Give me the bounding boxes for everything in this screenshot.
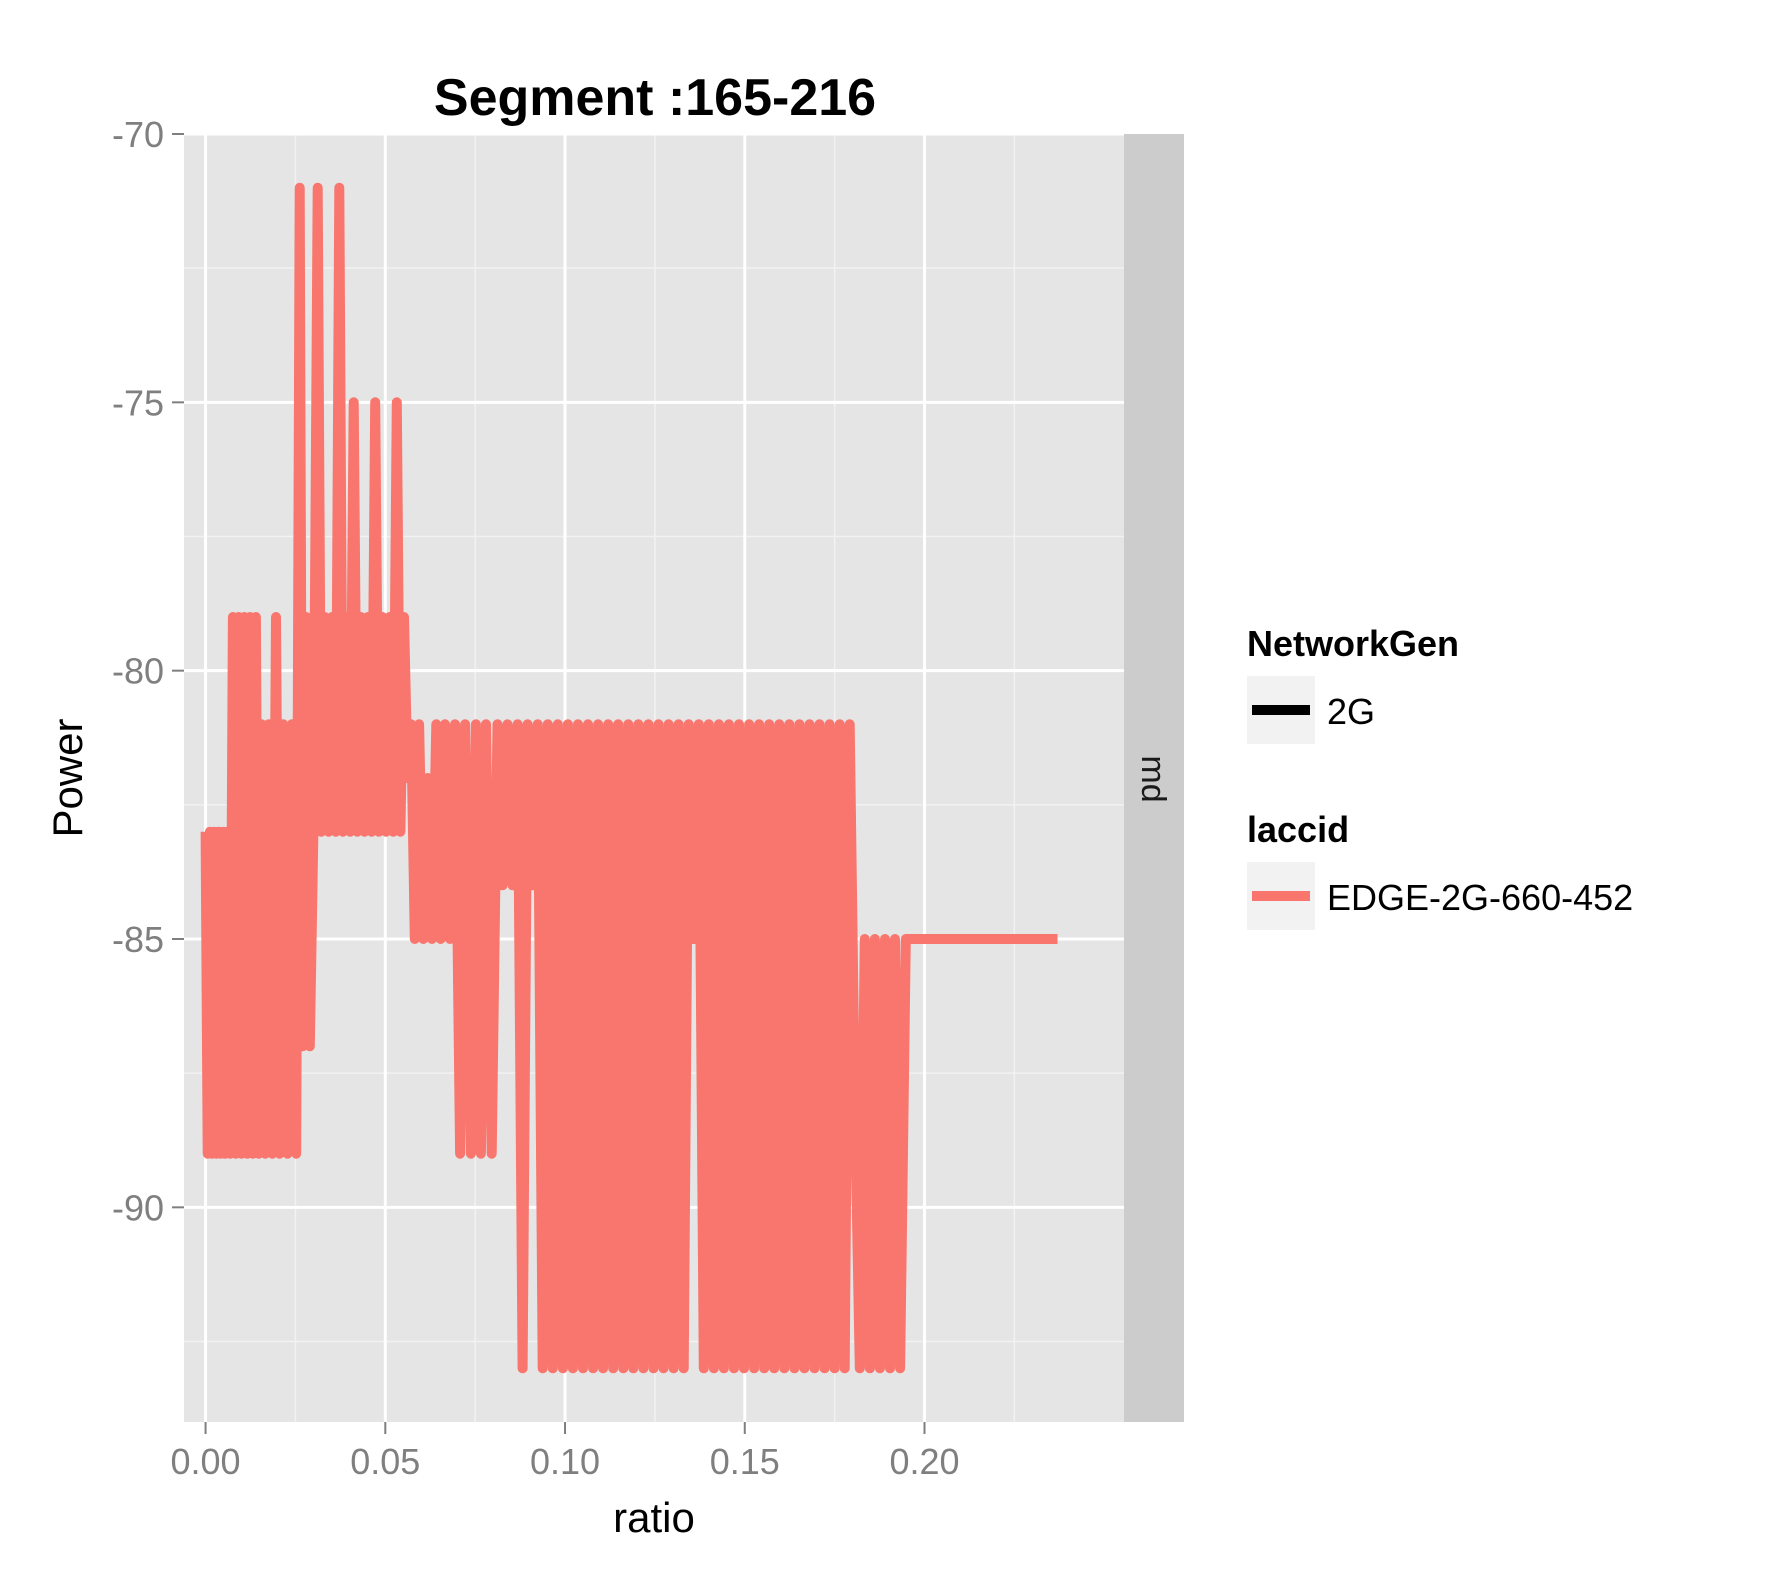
legend-title-laccid: laccid: [1247, 809, 1349, 850]
y-tick-label: -85: [112, 919, 164, 960]
x-tick-label: 0.05: [350, 1441, 420, 1482]
y-tick-label: -70: [112, 114, 164, 155]
y-axis-title: Power: [44, 718, 91, 837]
x-axis-title: ratio: [613, 1494, 695, 1541]
chart-title: Segment :165-216: [434, 69, 876, 127]
facet-strip-label: md: [1134, 755, 1172, 802]
series-line-edge-2g-660-452: [200, 182, 1058, 1374]
facet-strip: [1124, 134, 1184, 1422]
legend-label-2g: 2G: [1327, 691, 1375, 732]
y-axis-ticks: -70 -75 -80 -85 -90: [112, 114, 184, 1228]
y-tick-label: -75: [112, 382, 164, 423]
x-axis-ticks: 0.00 0.05 0.10 0.15 0.20: [171, 1422, 960, 1482]
legend: NetworkGen 2G laccid EDGE-2G-660-452: [1247, 623, 1633, 930]
legend-title-networkgen: NetworkGen: [1247, 623, 1459, 664]
series-layer: [200, 182, 1058, 1374]
y-tick-label: -80: [112, 651, 164, 692]
x-tick-label: 0.20: [889, 1441, 959, 1482]
legend-label-edge-2g-660-452: EDGE-2G-660-452: [1327, 877, 1633, 918]
x-tick-label: 0.00: [171, 1441, 241, 1482]
x-tick-label: 0.15: [710, 1441, 780, 1482]
x-tick-label: 0.10: [530, 1441, 600, 1482]
y-tick-label: -90: [112, 1187, 164, 1228]
